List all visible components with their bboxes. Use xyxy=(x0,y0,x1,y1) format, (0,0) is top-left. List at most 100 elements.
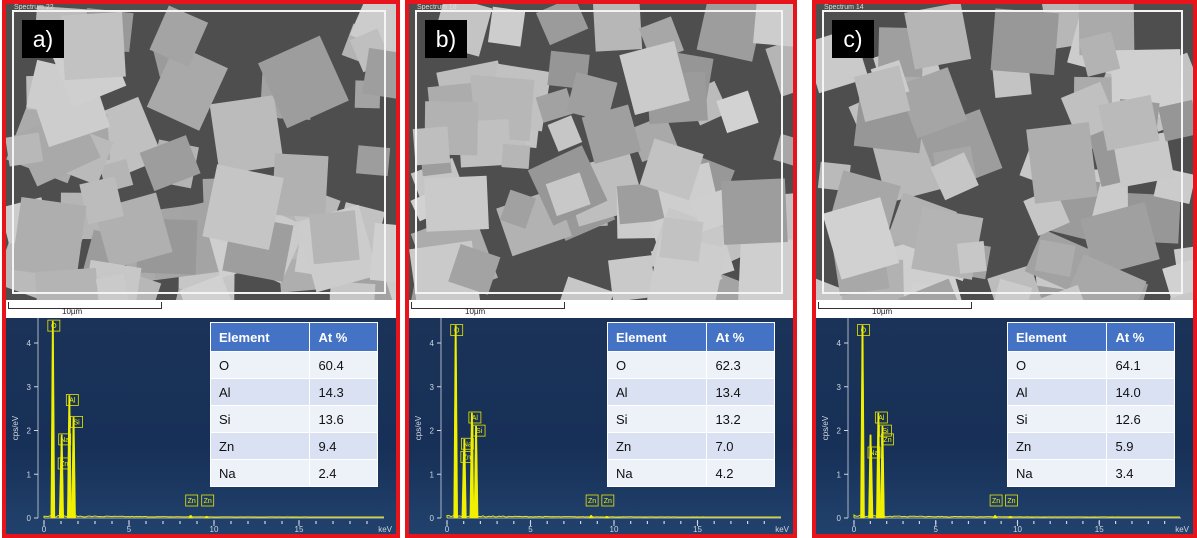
spectrum-title: Spectrum 14 xyxy=(824,4,864,11)
figure: {"panels": [ {"label": "a)", "spectrum_t… xyxy=(0,0,1197,538)
x-tick-label: 0 xyxy=(445,525,450,534)
table-cell: O xyxy=(1008,352,1107,379)
scale-row: 10µm xyxy=(409,300,793,318)
peak-label: Zn xyxy=(992,498,1000,505)
peak-label: Al xyxy=(878,415,885,422)
peak-label: Si xyxy=(73,419,80,426)
x-tick-label: 15 xyxy=(1095,525,1104,534)
peak xyxy=(72,417,76,518)
table-cell: Zn xyxy=(1008,433,1107,460)
header-cell: At % xyxy=(310,323,378,352)
y-tick-label: 1 xyxy=(27,470,32,479)
table-row: Si13.6 xyxy=(211,406,378,433)
scale-label: 10µm xyxy=(465,307,485,316)
peak-label: Si xyxy=(476,428,483,435)
header-cell: Element xyxy=(211,323,310,352)
table-cell: Si xyxy=(1008,406,1107,433)
table-cell: O xyxy=(211,352,310,379)
peak-label: Na xyxy=(60,437,69,444)
composition-table: ElementAt %O62.3Al13.4Si13.2Zn7.0Na4.2 xyxy=(607,322,775,487)
peak-label: Zn xyxy=(204,498,212,505)
table-row: Na2.4 xyxy=(211,460,378,487)
table-cell: Al xyxy=(608,379,707,406)
table-cell: 14.3 xyxy=(310,379,378,406)
table-cell: 12.6 xyxy=(1107,406,1175,433)
table-cell: 5.9 xyxy=(1107,433,1175,460)
panel-label: a) xyxy=(22,20,64,58)
analysis-frame xyxy=(415,10,783,294)
x-tick-label: 5 xyxy=(528,525,533,534)
peak xyxy=(589,515,593,518)
y-tick-label: 2 xyxy=(430,427,435,436)
peak xyxy=(474,426,478,518)
y-tick-label: 1 xyxy=(430,470,435,479)
panel-label: b) xyxy=(425,20,467,58)
composition-table: ElementAt %O64.1Al14.0Si12.6Zn5.9Na3.4 xyxy=(1007,322,1175,487)
panel-label: c) xyxy=(832,20,874,58)
table-cell: Na xyxy=(211,460,310,487)
header-cell: At % xyxy=(707,323,775,352)
table-cell: 14.0 xyxy=(1107,379,1175,406)
y-axis-label: cps/eV xyxy=(821,415,830,440)
y-tick-label: 0 xyxy=(430,514,435,523)
eds-spectrum: 05101501234cps/eVkeVOAlSiNaZnZnZnElement… xyxy=(6,318,396,534)
x-tick-label: 5 xyxy=(127,525,132,534)
table-cell: 9.4 xyxy=(310,433,378,460)
table-cell: Zn xyxy=(608,433,707,460)
y-tick-label: 3 xyxy=(837,383,842,392)
y-tick-label: 2 xyxy=(837,427,842,436)
peak-label: O xyxy=(861,328,867,335)
scale-label: 10µm xyxy=(872,307,892,316)
sem-image: Spectrum 14 c) xyxy=(816,4,1193,300)
scale-bar xyxy=(818,302,972,309)
peak-label: Al xyxy=(472,415,479,422)
peak-label: O xyxy=(454,328,460,335)
x-axis-label: keV xyxy=(378,525,392,534)
y-tick-label: 0 xyxy=(837,514,842,523)
scale-bar xyxy=(411,302,565,309)
sem-image: Spectrum 18 b) xyxy=(409,4,793,300)
eds-spectrum: 05101501234cps/eVkeVOAlSiNaZnZnZnElement… xyxy=(409,318,793,534)
peak-label: Al xyxy=(69,398,76,405)
peak-label: O xyxy=(51,323,57,330)
y-tick-label: 4 xyxy=(430,339,435,348)
x-tick-label: 15 xyxy=(693,525,702,534)
table-cell: 60.4 xyxy=(310,352,378,379)
scale-bar xyxy=(8,302,162,309)
x-tick-label: 10 xyxy=(210,525,219,534)
table-cell: 62.3 xyxy=(707,352,775,379)
peak-label: Zn xyxy=(588,498,596,505)
header-cell: Element xyxy=(608,323,707,352)
peak-label: Zn xyxy=(883,437,891,444)
table-cell: 4.2 xyxy=(707,460,775,487)
table-cell: 13.6 xyxy=(310,406,378,433)
table-cell: Na xyxy=(608,460,707,487)
peak-label: Zn xyxy=(188,498,196,505)
scale-label: 10µm xyxy=(62,307,82,316)
y-tick-label: 2 xyxy=(27,427,32,436)
x-tick-label: 5 xyxy=(934,525,939,534)
header-cell: Element xyxy=(1008,323,1107,352)
table-row: Si13.2 xyxy=(608,406,775,433)
analysis-frame xyxy=(822,10,1183,294)
table-row: O62.3 xyxy=(608,352,775,379)
panel: Spectrum 22a)10µm05101501234cps/eVkeVOAl… xyxy=(2,0,400,538)
table-row: Zn9.4 xyxy=(211,433,378,460)
peak-label: Zn xyxy=(60,461,68,468)
header-row: ElementAt % xyxy=(608,323,775,352)
scale-row: 10µm xyxy=(6,300,396,318)
table-cell: O xyxy=(608,352,707,379)
analysis-frame xyxy=(12,10,386,294)
table-cell: Al xyxy=(1008,379,1107,406)
table-cell: 7.0 xyxy=(707,433,775,460)
table-cell: Zn xyxy=(211,433,310,460)
spectrum-title: Spectrum 18 xyxy=(417,4,457,11)
